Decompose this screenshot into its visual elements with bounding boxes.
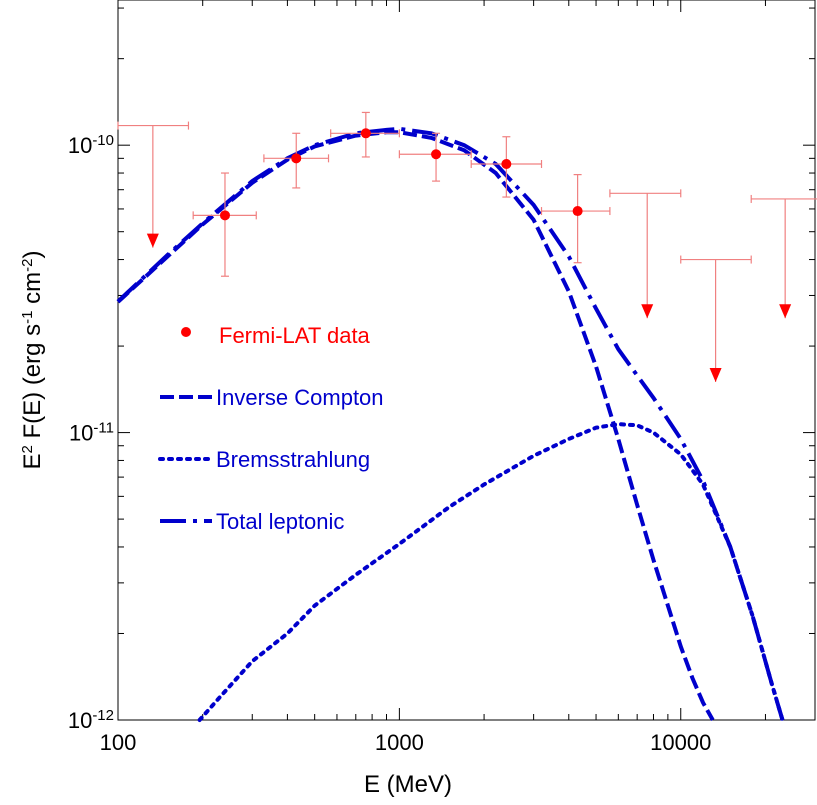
fermi-data-point: [219, 210, 230, 221]
axis-ticks: [117, 0, 816, 721]
legend-label: Fermi-LAT data: [219, 323, 371, 348]
x-tick-labels: 100 1000 10000: [100, 730, 712, 755]
fermi-data-point: [431, 149, 442, 160]
y-tick-base: 10: [68, 708, 92, 733]
data-points: [146, 128, 792, 382]
series-total-leptonic: [116, 126, 785, 721]
fermi-data-point: [501, 159, 512, 170]
legend-label: Bremsstrahlung: [216, 447, 370, 472]
legend-label: Inverse Compton: [216, 385, 384, 410]
y-axis-title-sup3: -2: [19, 258, 36, 271]
upper-limit-arrow: [779, 304, 792, 319]
plot-frame: [117, 0, 816, 721]
upper-limit-arrow: [709, 367, 722, 382]
x-tick-label: 10000: [650, 730, 711, 755]
y-tick-exp: -11: [93, 419, 114, 436]
upper-limit-arrow: [641, 304, 654, 319]
y-tick-exp: -12: [92, 707, 114, 724]
y-axis-title-sup: 2: [19, 445, 36, 453]
legend: Fermi-LAT data Inverse Compton Bremsstrahl…: [158, 323, 384, 534]
data-errorbars: [117, 111, 817, 382]
y-axis-title-mid2: cm: [19, 272, 46, 311]
upper-limit-arrow: [146, 233, 159, 248]
y-tick-base: 10: [69, 421, 93, 446]
series-inverse-compton: [116, 130, 715, 721]
y-tick-label: 10-11: [69, 419, 114, 446]
y-tick-label: 10-12: [68, 707, 114, 734]
y-axis-title-mid: F(E) (erg s: [19, 324, 46, 445]
fermi-data-point: [572, 206, 583, 217]
y-tick-exp: -10: [92, 132, 114, 149]
x-axis-title: E (MeV): [364, 771, 452, 798]
legend-label: Total leptonic: [216, 509, 344, 534]
legend-point-marker: [181, 327, 191, 337]
y-axis-title: E2 F(E) (erg s-1 cm-2): [19, 250, 47, 469]
y-tick-label: 10-10: [68, 132, 114, 159]
x-tick-label: 100: [100, 730, 137, 755]
y-axis-title-base: E: [19, 454, 46, 470]
model-curves: [116, 126, 785, 722]
fermi-data-point: [360, 128, 371, 139]
x-tick-label: 1000: [375, 730, 424, 755]
y-axis-title-sup2: -1: [19, 310, 36, 323]
y-tick-base: 10: [68, 133, 92, 158]
y-axis-title-end: ): [19, 250, 46, 258]
fermi-data-point: [291, 153, 302, 164]
